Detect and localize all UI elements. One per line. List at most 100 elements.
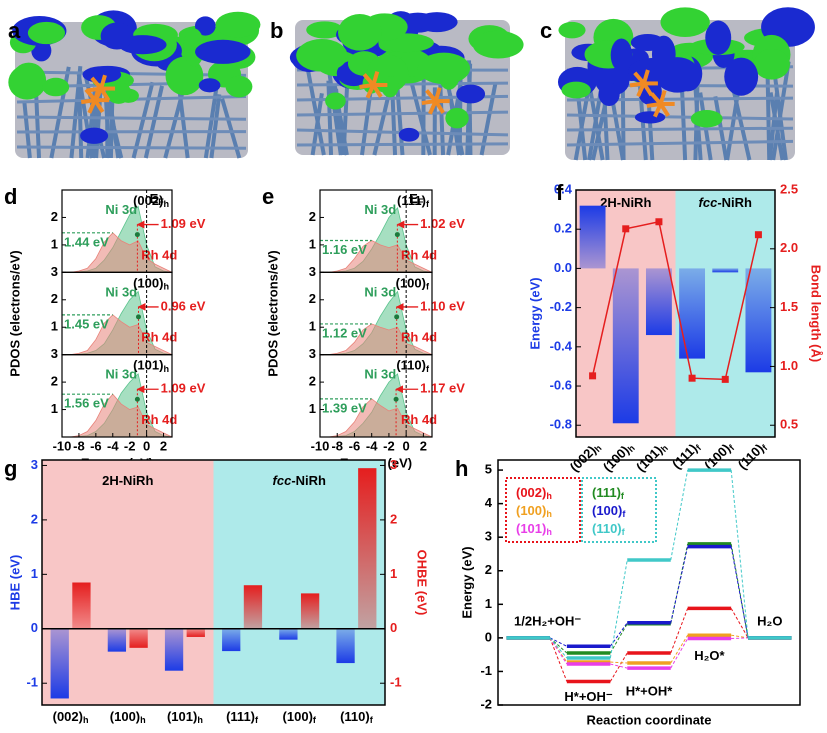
gap-label: 1.09 eV [161,216,206,231]
facet-label: (111)f [397,193,430,209]
bond-length-marker [721,375,729,383]
isosurface [306,21,344,39]
isosurface [417,52,471,85]
connector [609,623,628,654]
dband-marker [134,232,140,238]
y-tick-label: -2 [480,696,492,711]
bar [129,628,148,648]
y2-tick-label: 1.0 [780,358,798,373]
region-label: 2H-NiRh [600,195,651,210]
bar [107,628,127,652]
gap-label: 0.96 eV [161,298,206,313]
isosurface [194,16,216,36]
subscript: h [163,364,169,374]
series-label: Rh 4d [141,330,177,345]
bond-length-marker [754,231,762,239]
y-tick-label: -1 [26,675,38,690]
y2-tick-label: 1 [390,566,397,581]
dband-center-label: 1.45 eV [64,316,109,331]
facet-label: (100)h [133,276,169,292]
x-tick-label: -4 [107,438,119,453]
subscript: h [140,716,146,726]
bond [16,115,247,121]
text-part: (100) [592,503,622,518]
facet-label: (110)f [396,358,430,374]
dos-area [320,398,433,438]
y-tick-label: 3 [51,346,58,361]
y2-tick-label: 0 [390,620,397,635]
subscript: f [622,510,626,520]
dos-area [62,232,173,273]
y-tick-label: 2 [309,291,316,306]
subscript: f [370,716,374,726]
isosurface [42,77,70,97]
text-part: (100) [283,709,313,724]
connector [670,546,689,623]
subscript: h [659,443,670,454]
facet-label: (100)f [396,276,430,292]
bond [465,63,473,156]
x-tick-label: (101)h [633,439,670,476]
connector [610,663,628,669]
bar [186,628,205,637]
gap-label: 1.17 eV [420,381,465,396]
y-tick-label: 5 [485,462,492,477]
x-tick-label: (110)f [735,438,770,473]
isosurface [472,30,524,59]
bond [131,81,155,159]
isosurface [338,14,382,51]
y-tick-label: -0.8 [550,417,572,432]
italic-part: fcc [273,473,293,488]
y-tick-label: -1 [480,663,492,678]
isosurface [690,110,723,128]
bond [767,92,779,161]
bond-length-marker [622,225,630,233]
subscript: f [622,528,626,538]
text-part: (101) [167,709,197,724]
dos-area [320,240,433,273]
y-tick-label: 1 [51,319,58,334]
connector [610,661,628,664]
text-part: (111) [226,709,255,724]
connector [670,608,689,654]
y-tick-label: 0 [31,620,38,635]
legend-entry: (100)f [592,503,626,519]
fermi-label: EF [150,191,165,207]
text-part: (002) [133,193,163,208]
legend-entry: (100)h [516,503,552,519]
rh-atom [433,87,442,102]
x-tick-label: -10 [311,438,330,453]
subscript: f [621,492,625,502]
fermi-label: EF [409,191,424,207]
bond [296,110,509,117]
y-axis-label: Energy (eV) [459,546,474,618]
text-part: E [409,191,418,206]
bond-length-marker [589,372,597,380]
x-tick-label: (100)h [600,439,637,476]
subscript: h [593,443,604,454]
y-tick-label: 0.0 [554,260,572,275]
panel-label: h [455,456,468,481]
x-tick-label: -6 [349,438,361,453]
legend-entry: (101)h [516,521,552,537]
series-label: Ni 3d [364,367,396,382]
series-label: Ni 3d [105,284,137,299]
isosurface [198,78,221,93]
isosurface [610,38,633,72]
isosurface [80,127,109,144]
bond [408,77,432,156]
region-label: 2H-NiRh [102,473,153,488]
subscript: h [546,528,552,538]
state-label: H*+OH* [626,684,674,699]
bond [729,82,752,161]
y-tick-label: -0.2 [550,299,572,314]
subscript: h [163,200,169,210]
text-part: (100) [133,276,163,291]
y-tick-label: 3 [309,346,316,361]
connector [549,637,568,654]
text-part: (101) [516,521,546,536]
bar [279,628,298,640]
subplot-frame [319,354,433,438]
x-tick-label: -2 [383,438,395,453]
text-part: (100) [110,709,140,724]
